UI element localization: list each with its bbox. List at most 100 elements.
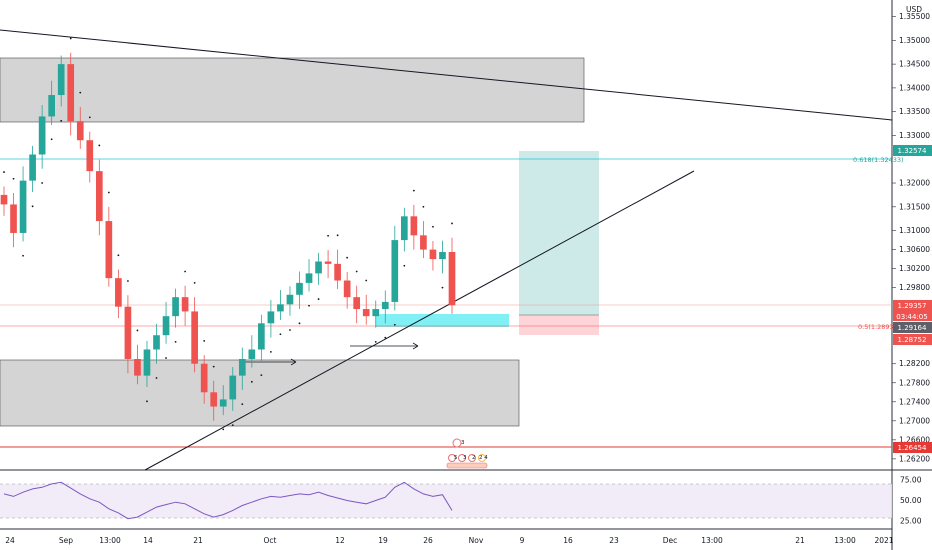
candle-body[interactable] — [76, 121, 84, 141]
sar-dot — [155, 377, 158, 379]
badge-fib-bg — [893, 145, 932, 156]
candle-body[interactable] — [143, 349, 151, 376]
candle-body[interactable] — [48, 95, 55, 117]
supply-zone[interactable] — [0, 57, 585, 123]
ascending-trendline[interactable] — [144, 170, 695, 471]
candle-body[interactable] — [19, 180, 27, 233]
candle-body[interactable] — [324, 261, 332, 264]
candle-body[interactable] — [401, 216, 408, 241]
badge-fib: 1.32574 — [893, 145, 932, 156]
sar-dot — [412, 189, 415, 192]
sar-dot — [346, 256, 349, 259]
currency-label: USD — [906, 5, 922, 14]
candle-body[interactable] — [277, 304, 284, 312]
time-tick-label: 13:00 — [99, 536, 121, 545]
candle-body[interactable] — [153, 335, 160, 350]
candle-body[interactable] — [181, 297, 189, 312]
candle-body[interactable] — [29, 154, 36, 181]
candle-body[interactable] — [219, 399, 227, 407]
candle-body[interactable] — [115, 278, 122, 307]
candle-body[interactable] — [0, 194, 8, 205]
candle-body[interactable] — [86, 140, 94, 172]
sar-dot — [22, 254, 24, 257]
badge-low-bg — [893, 334, 932, 345]
sar-dot — [127, 280, 129, 282]
rsi-line[interactable] — [3, 481, 453, 520]
sar-dot — [317, 298, 320, 300]
event-icon-4[interactable] — [478, 454, 486, 462]
time-tick-label: 2021 — [874, 536, 893, 545]
sar-dot — [355, 270, 358, 273]
candle-body[interactable] — [267, 311, 275, 324]
candle-body[interactable] — [172, 297, 179, 317]
candle-body[interactable] — [334, 263, 341, 281]
candle-body[interactable] — [248, 349, 256, 359]
event-count-1: 5 — [454, 455, 458, 461]
candle-body[interactable] — [429, 249, 437, 260]
event-bar — [446, 462, 488, 469]
candle-body[interactable] — [353, 297, 361, 310]
price-tick-label: 1.34500 — [899, 60, 930, 69]
rsi-axis[interactable]: 75.00 50.00 25.00 — [900, 475, 922, 525]
badge-support: 1.26454 — [893, 442, 932, 453]
descending-trendline[interactable] — [0, 29, 893, 121]
price-tick-label: 1.32000 — [899, 179, 930, 188]
candle-body[interactable] — [410, 216, 418, 236]
candle-body[interactable] — [238, 358, 246, 376]
demand-zone[interactable] — [0, 359, 520, 427]
candle-body[interactable] — [95, 171, 103, 222]
candle-body[interactable] — [315, 261, 322, 274]
time-tick-label: 21 — [795, 536, 805, 545]
price-tick-label: 1.34000 — [899, 83, 930, 92]
candle-body[interactable] — [296, 282, 303, 295]
rsi-pane[interactable] — [0, 481, 892, 520]
price-axis[interactable]: 1.35500 1.35000 1.34500 1.34000 1.33500 1.330… — [892, 12, 930, 463]
event-icon-top[interactable] — [452, 438, 462, 448]
sar-dot — [260, 374, 263, 377]
stop-zone[interactable] — [519, 315, 599, 335]
candle-body[interactable] — [362, 309, 370, 317]
event-count-2: 3 — [463, 455, 467, 461]
rsi-tick-label: 25.00 — [900, 517, 922, 526]
candle-body[interactable] — [229, 375, 237, 400]
candle-body[interactable] — [210, 392, 218, 407]
time-axis[interactable]: 24 Sep 13:00 14 21 Oct 12 19 26 Nov 9 16 23 Dec 13:00 2… — [5, 536, 894, 545]
fib-upper-label: 0.618(1.32433) — [853, 156, 904, 164]
candlesticks[interactable] — [0, 52, 456, 421]
sar-dot — [289, 329, 291, 331]
candle-body[interactable] — [38, 116, 46, 155]
candle-body[interactable] — [105, 221, 113, 279]
event-icon-3[interactable] — [468, 454, 476, 462]
candle-body[interactable] — [286, 294, 294, 305]
candle-body[interactable] — [258, 323, 265, 350]
candle-body[interactable] — [67, 64, 75, 122]
candle-body[interactable] — [343, 280, 351, 298]
sar-dot — [441, 286, 444, 289]
target-zone[interactable] — [519, 151, 599, 315]
event-count-top: 3 — [461, 440, 465, 446]
sar-dot — [279, 333, 282, 336]
candle-body[interactable] — [381, 301, 389, 310]
event-icon-1[interactable] — [448, 454, 456, 462]
entry-highlight[interactable] — [376, 314, 509, 327]
fib-lower-label: 0.5(1.28932) — [858, 323, 900, 331]
candle-body[interactable] — [200, 363, 208, 393]
candle-body[interactable] — [305, 273, 313, 283]
candle-body[interactable] — [372, 309, 380, 317]
candle-body[interactable] — [10, 204, 17, 233]
candle-body[interactable] — [191, 311, 198, 364]
candle-body[interactable] — [448, 251, 456, 306]
candle-body[interactable] — [439, 251, 446, 260]
candle-body[interactable] — [391, 240, 399, 302]
candle-body[interactable] — [134, 358, 141, 376]
candle-body[interactable] — [124, 306, 132, 359]
candle-body[interactable] — [420, 235, 427, 250]
sar-dot — [60, 119, 63, 122]
candle-body[interactable] — [162, 316, 170, 336]
candle-body[interactable] — [57, 64, 65, 96]
event-markers[interactable]: 3 5 3 2 2 4 — [446, 438, 488, 469]
badge-mid-bg — [893, 322, 932, 333]
event-icon-2[interactable] — [458, 454, 466, 462]
